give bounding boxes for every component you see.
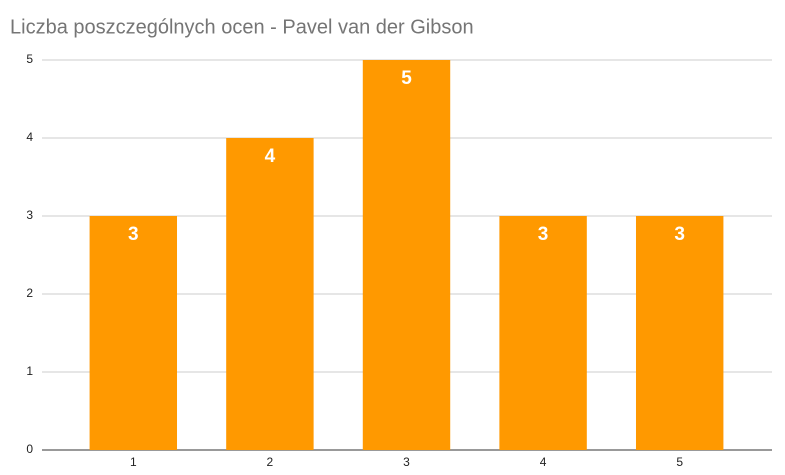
bar bbox=[635, 216, 724, 450]
bar bbox=[226, 138, 314, 450]
y-tick-label: 5 bbox=[26, 52, 33, 66]
y-tick-label: 3 bbox=[26, 208, 33, 222]
x-tick-label: 2 bbox=[267, 455, 274, 469]
x-tick-label: 4 bbox=[540, 455, 547, 469]
data-label: 5 bbox=[401, 68, 412, 89]
bar bbox=[89, 216, 178, 450]
chart-title: Liczba poszczególnych ocen - Pavel van d… bbox=[10, 16, 474, 38]
data-label: 4 bbox=[265, 146, 276, 167]
data-label: 3 bbox=[538, 224, 549, 245]
data-label: 3 bbox=[128, 224, 139, 245]
y-tick-label: 4 bbox=[26, 130, 33, 144]
bar bbox=[499, 216, 587, 450]
y-tick-label: 1 bbox=[26, 364, 33, 378]
x-tick-label: 3 bbox=[403, 455, 410, 469]
x-tick-label: 1 bbox=[130, 455, 137, 469]
x-tick-label: 5 bbox=[676, 455, 683, 469]
bar bbox=[362, 60, 451, 450]
y-tick-label: 2 bbox=[26, 286, 33, 300]
data-label: 3 bbox=[674, 224, 685, 245]
y-tick-label: 0 bbox=[26, 442, 33, 456]
